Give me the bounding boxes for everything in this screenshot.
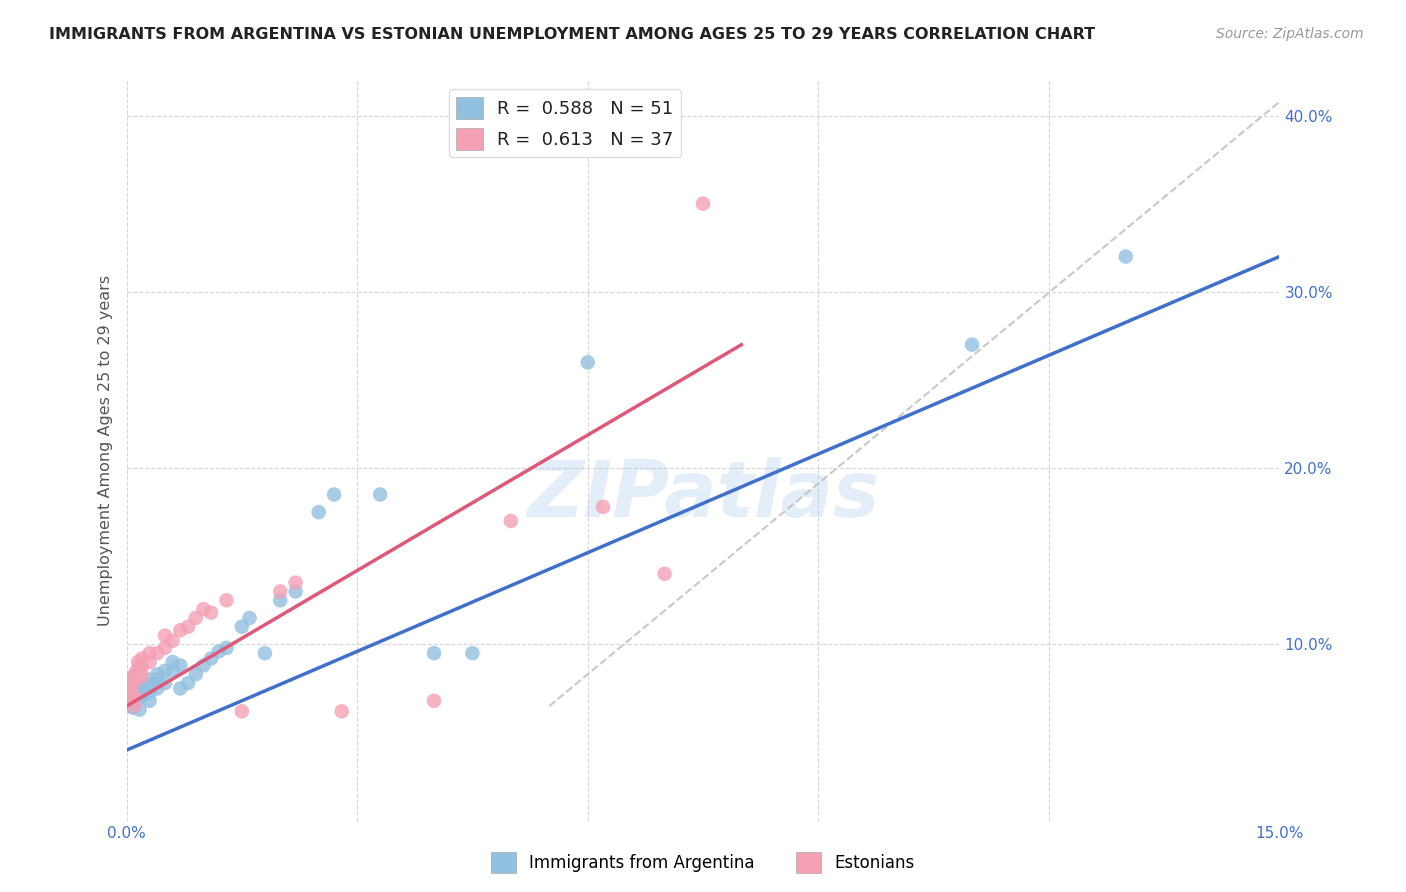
Point <box>162 633 184 648</box>
Point <box>269 593 291 607</box>
Point <box>125 664 148 678</box>
Point <box>120 699 142 714</box>
Point <box>231 620 253 634</box>
Point <box>121 676 143 690</box>
Point <box>127 687 149 701</box>
Point <box>284 584 307 599</box>
Point <box>118 687 141 701</box>
Point <box>146 673 169 687</box>
Point <box>654 566 676 581</box>
Point <box>368 487 391 501</box>
Point <box>169 658 191 673</box>
Point <box>138 678 160 692</box>
Point <box>138 694 160 708</box>
Point <box>231 704 253 718</box>
Point <box>125 673 148 687</box>
Point <box>122 681 145 696</box>
Point <box>692 196 714 211</box>
Point <box>138 655 160 669</box>
Point <box>330 704 353 718</box>
Point <box>146 646 169 660</box>
Point <box>120 681 142 696</box>
Point <box>1115 250 1137 264</box>
Point <box>122 669 145 683</box>
Text: Source: ZipAtlas.com: Source: ZipAtlas.com <box>1216 27 1364 41</box>
Legend: Immigrants from Argentina, Estonians: Immigrants from Argentina, Estonians <box>484 846 922 880</box>
Point <box>129 690 152 705</box>
Point <box>177 620 200 634</box>
Point <box>122 701 145 715</box>
Point <box>125 685 148 699</box>
Point <box>128 683 150 698</box>
Point <box>215 593 238 607</box>
Point <box>120 690 142 705</box>
Point <box>153 640 176 655</box>
Point <box>118 694 141 708</box>
Point <box>122 694 145 708</box>
Point <box>128 703 150 717</box>
Point <box>177 676 200 690</box>
Point <box>592 500 614 514</box>
Point <box>120 673 142 687</box>
Point <box>200 606 222 620</box>
Point <box>122 699 145 714</box>
Point <box>461 646 484 660</box>
Point <box>169 624 191 638</box>
Point <box>269 584 291 599</box>
Point <box>193 658 215 673</box>
Point <box>215 640 238 655</box>
Point <box>127 655 149 669</box>
Point <box>960 337 983 351</box>
Point <box>131 660 153 674</box>
Point <box>131 651 153 665</box>
Text: IMMIGRANTS FROM ARGENTINA VS ESTONIAN UNEMPLOYMENT AMONG AGES 25 TO 29 YEARS COR: IMMIGRANTS FROM ARGENTINA VS ESTONIAN UN… <box>49 27 1095 42</box>
Point <box>423 646 446 660</box>
Point <box>308 505 330 519</box>
Point <box>153 628 176 642</box>
Point <box>169 681 191 696</box>
Point <box>238 611 260 625</box>
Legend: R =  0.588   N = 51, R =  0.613   N = 37: R = 0.588 N = 51, R = 0.613 N = 37 <box>449 89 681 157</box>
Point <box>423 694 446 708</box>
Point <box>122 690 145 705</box>
Point <box>121 687 143 701</box>
Point <box>153 664 176 678</box>
Point <box>162 655 184 669</box>
Point <box>200 651 222 665</box>
Point <box>253 646 276 660</box>
Point <box>162 664 184 678</box>
Point <box>184 667 207 681</box>
Point <box>135 683 157 698</box>
Point <box>121 687 143 701</box>
Point <box>499 514 522 528</box>
Point <box>193 602 215 616</box>
Point <box>323 487 346 501</box>
Point <box>132 687 155 701</box>
Point <box>131 669 153 683</box>
Y-axis label: Unemployment Among Ages 25 to 29 years: Unemployment Among Ages 25 to 29 years <box>97 275 112 626</box>
Point <box>128 658 150 673</box>
Point <box>153 676 176 690</box>
Point <box>131 689 153 703</box>
Point <box>184 611 207 625</box>
Point <box>131 681 153 696</box>
Point <box>284 575 307 590</box>
Point <box>138 685 160 699</box>
Point <box>146 667 169 681</box>
Point <box>121 694 143 708</box>
Point <box>122 689 145 703</box>
Point <box>138 673 160 687</box>
Point <box>138 646 160 660</box>
Text: ZIPatlas: ZIPatlas <box>527 457 879 533</box>
Point <box>118 696 141 710</box>
Point <box>146 681 169 696</box>
Point <box>125 692 148 706</box>
Point <box>576 355 599 369</box>
Point <box>208 644 231 658</box>
